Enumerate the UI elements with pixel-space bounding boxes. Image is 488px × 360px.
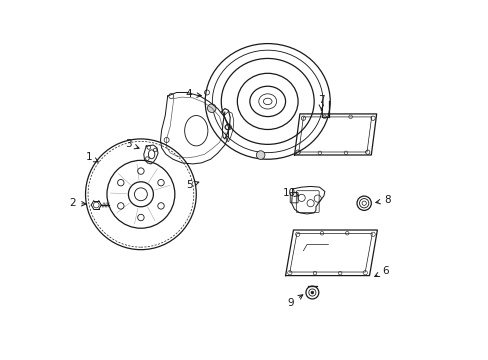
Text: 8: 8 xyxy=(375,195,390,205)
Text: 6: 6 xyxy=(374,266,388,276)
Text: 10: 10 xyxy=(282,188,298,198)
Text: 1: 1 xyxy=(85,152,98,162)
Circle shape xyxy=(256,151,264,159)
Circle shape xyxy=(310,291,313,294)
Text: 9: 9 xyxy=(287,295,302,308)
Text: 4: 4 xyxy=(185,89,201,99)
Text: 3: 3 xyxy=(125,139,139,149)
Text: 5: 5 xyxy=(185,180,199,190)
Text: 7: 7 xyxy=(317,95,324,110)
Text: 2: 2 xyxy=(70,198,86,208)
Circle shape xyxy=(207,104,216,112)
